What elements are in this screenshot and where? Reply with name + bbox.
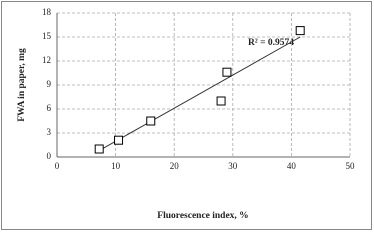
frame xyxy=(1,1,372,230)
x-tick-label: 20 xyxy=(170,161,180,171)
chart: FWA in paper, mg Fluorescence index, % R… xyxy=(1,1,372,230)
y-tick-label: 18 xyxy=(42,7,52,17)
x-tick-label: 10 xyxy=(111,161,121,171)
point xyxy=(94,144,104,154)
y-tick-label: 15 xyxy=(42,31,52,41)
y-tick-label: 12 xyxy=(42,55,51,65)
trendline xyxy=(98,36,301,152)
y-tick-label: 3 xyxy=(47,127,52,137)
y-tick-label: 9 xyxy=(47,79,52,89)
y-axis-label: FWA in paper, mg xyxy=(17,48,27,122)
point xyxy=(295,26,305,36)
x-tick-label: 50 xyxy=(346,161,356,171)
x-tick-label: 40 xyxy=(287,161,297,171)
x-axis-label: Fluorescence index, % xyxy=(157,211,248,221)
point xyxy=(114,135,124,145)
y-tick-label: 6 xyxy=(47,103,52,113)
annotation: R² = 0.9574 xyxy=(248,38,294,48)
x-tick-label: 30 xyxy=(228,161,238,171)
point xyxy=(222,67,232,77)
point xyxy=(146,116,156,126)
y-tick-label: 0 xyxy=(47,151,52,161)
point xyxy=(216,96,226,106)
x-tick-label: 0 xyxy=(55,161,60,171)
